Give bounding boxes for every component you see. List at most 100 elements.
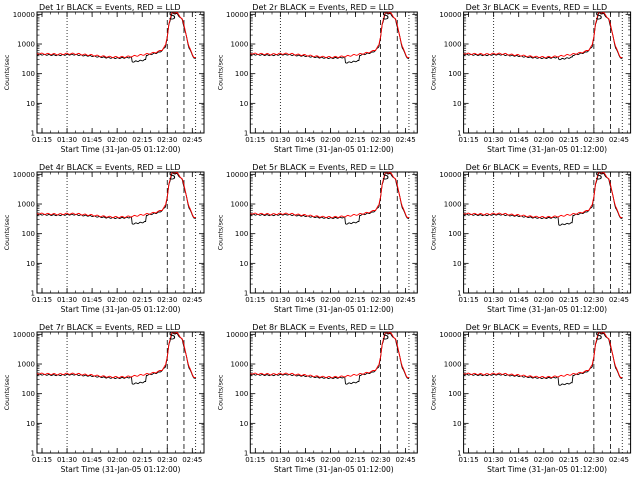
y-tick-label: 1000	[444, 361, 462, 369]
y-tick-label: 10000	[226, 331, 248, 339]
x-tick-label: 01:30	[57, 136, 77, 144]
y-tick-label: 10000	[13, 331, 35, 339]
y-tick-label: 100	[448, 70, 461, 78]
x-tick-label: 02:15	[132, 296, 152, 304]
y-axis-label: Counts/sec	[216, 54, 224, 90]
y-tick-label: 10000	[226, 11, 248, 19]
y-tick-label: 100	[235, 70, 248, 78]
y-tick-label: 1	[457, 290, 461, 298]
chart-title: Det 3r BLACK = Events, RED = LLD	[466, 3, 608, 12]
y-tick-label: 100	[235, 390, 248, 398]
annotation-label: S	[595, 330, 602, 343]
annotation-label: S	[169, 170, 176, 183]
x-tick-label: 02:45	[609, 296, 629, 304]
x-tick-label: 02:00	[107, 456, 127, 464]
y-tick-label: 10	[239, 260, 248, 268]
y-axis-label: Counts/sec	[430, 374, 438, 410]
y-tick-label: 10	[26, 420, 35, 428]
plot-frame	[463, 331, 632, 454]
x-tick-label: 02:45	[609, 456, 629, 464]
chart-title: Det 9r BLACK = Events, RED = LLD	[466, 323, 608, 332]
plot-frame	[36, 331, 205, 454]
x-tick-label: 01:30	[270, 296, 290, 304]
x-tick-label: 01:45	[295, 136, 315, 144]
y-axis-label: Counts/sec	[216, 374, 224, 410]
series-red-line	[250, 12, 410, 59]
chart-title: Det 8r BLACK = Events, RED = LLD	[252, 323, 394, 332]
x-tick-label: 02:00	[107, 296, 127, 304]
chart-panel: Det 6r BLACK = Events, RED = LLD Counts/s…	[430, 163, 632, 314]
x-tick-label: 01:45	[295, 456, 315, 464]
x-tick-label: 02:00	[320, 456, 340, 464]
x-tick-label: 01:15	[459, 296, 479, 304]
y-tick-label: 1	[244, 130, 248, 138]
plot-frame	[463, 11, 632, 134]
x-tick-label: 01:30	[484, 296, 504, 304]
y-tick-label: 1	[31, 130, 35, 138]
x-tick-label: 01:30	[57, 296, 77, 304]
y-tick-label: 1000	[230, 201, 248, 209]
x-tick-label: 01:45	[82, 296, 102, 304]
x-axis-label: Start Time (31-Jan-05 01:12:00)	[61, 465, 181, 474]
x-tick-label: 02:30	[584, 296, 604, 304]
y-tick-label: 10000	[13, 11, 35, 19]
chart-panel: Det 2r BLACK = Events, RED = LLD Counts/s…	[216, 3, 418, 154]
y-tick-label: 1000	[17, 361, 35, 369]
series-red-line	[250, 172, 410, 219]
series-red-line	[37, 332, 196, 379]
y-tick-label: 1	[457, 450, 461, 458]
x-tick-label: 02:15	[559, 456, 579, 464]
y-axis-label: Counts/sec	[3, 374, 11, 410]
series-red-line	[463, 172, 623, 219]
y-tick-label: 1000	[17, 41, 35, 49]
x-tick-label: 02:15	[132, 136, 152, 144]
x-tick-label: 02:45	[609, 136, 629, 144]
chart-panel: Det 1r BLACK = Events, RED = LLD Counts/s…	[3, 3, 205, 154]
x-tick-label: 02:15	[345, 456, 365, 464]
annotation-label: S	[595, 10, 602, 23]
x-tick-label: 02:30	[370, 136, 390, 144]
x-tick-label: 01:30	[270, 136, 290, 144]
x-tick-label: 01:15	[459, 136, 479, 144]
chart-title: Det 4r BLACK = Events, RED = LLD	[39, 163, 181, 172]
x-axis-label: Start Time (31-Jan-05 01:12:00)	[487, 145, 607, 154]
y-tick-label: 1	[244, 450, 248, 458]
y-tick-label: 1000	[230, 361, 248, 369]
chart-title: Det 5r BLACK = Events, RED = LLD	[252, 163, 394, 172]
x-tick-label: 01:15	[32, 136, 52, 144]
x-tick-label: 01:15	[459, 456, 479, 464]
x-tick-label: 02:00	[320, 296, 340, 304]
x-tick-label: 01:30	[484, 136, 504, 144]
x-tick-label: 02:30	[157, 456, 177, 464]
chart-panel: Det 8r BLACK = Events, RED = LLD Counts/s…	[216, 323, 418, 474]
x-tick-label: 01:45	[509, 296, 529, 304]
y-axis-label: Counts/sec	[430, 54, 438, 90]
x-tick-label: 01:45	[509, 136, 529, 144]
x-tick-label: 02:45	[182, 296, 202, 304]
chart-panel: Det 9r BLACK = Events, RED = LLD Counts/s…	[430, 323, 632, 474]
x-tick-label: 02:30	[584, 136, 604, 144]
x-tick-label: 02:15	[559, 296, 579, 304]
plot-frame	[36, 171, 205, 294]
x-tick-label: 02:15	[345, 296, 365, 304]
x-tick-label: 02:30	[157, 296, 177, 304]
y-axis-label: Counts/sec	[3, 214, 11, 250]
plot-frame	[463, 171, 632, 294]
y-tick-label: 10	[26, 260, 35, 268]
x-tick-label: 01:15	[245, 296, 265, 304]
plot-frame	[249, 11, 418, 134]
y-tick-label: 100	[22, 390, 35, 398]
chart-panel: Det 3r BLACK = Events, RED = LLD Counts/s…	[430, 3, 632, 154]
x-tick-label: 01:45	[509, 456, 529, 464]
y-axis-label: Counts/sec	[216, 214, 224, 250]
x-tick-label: 02:30	[370, 456, 390, 464]
x-tick-label: 02:00	[320, 136, 340, 144]
x-tick-label: 02:00	[534, 136, 554, 144]
x-tick-label: 01:30	[57, 456, 77, 464]
chart-title: Det 7r BLACK = Events, RED = LLD	[39, 323, 181, 332]
x-tick-label: 01:45	[295, 296, 315, 304]
x-tick-label: 01:15	[32, 296, 52, 304]
chart-panel: Det 5r BLACK = Events, RED = LLD Counts/s…	[216, 163, 418, 314]
y-tick-label: 10000	[226, 171, 248, 179]
